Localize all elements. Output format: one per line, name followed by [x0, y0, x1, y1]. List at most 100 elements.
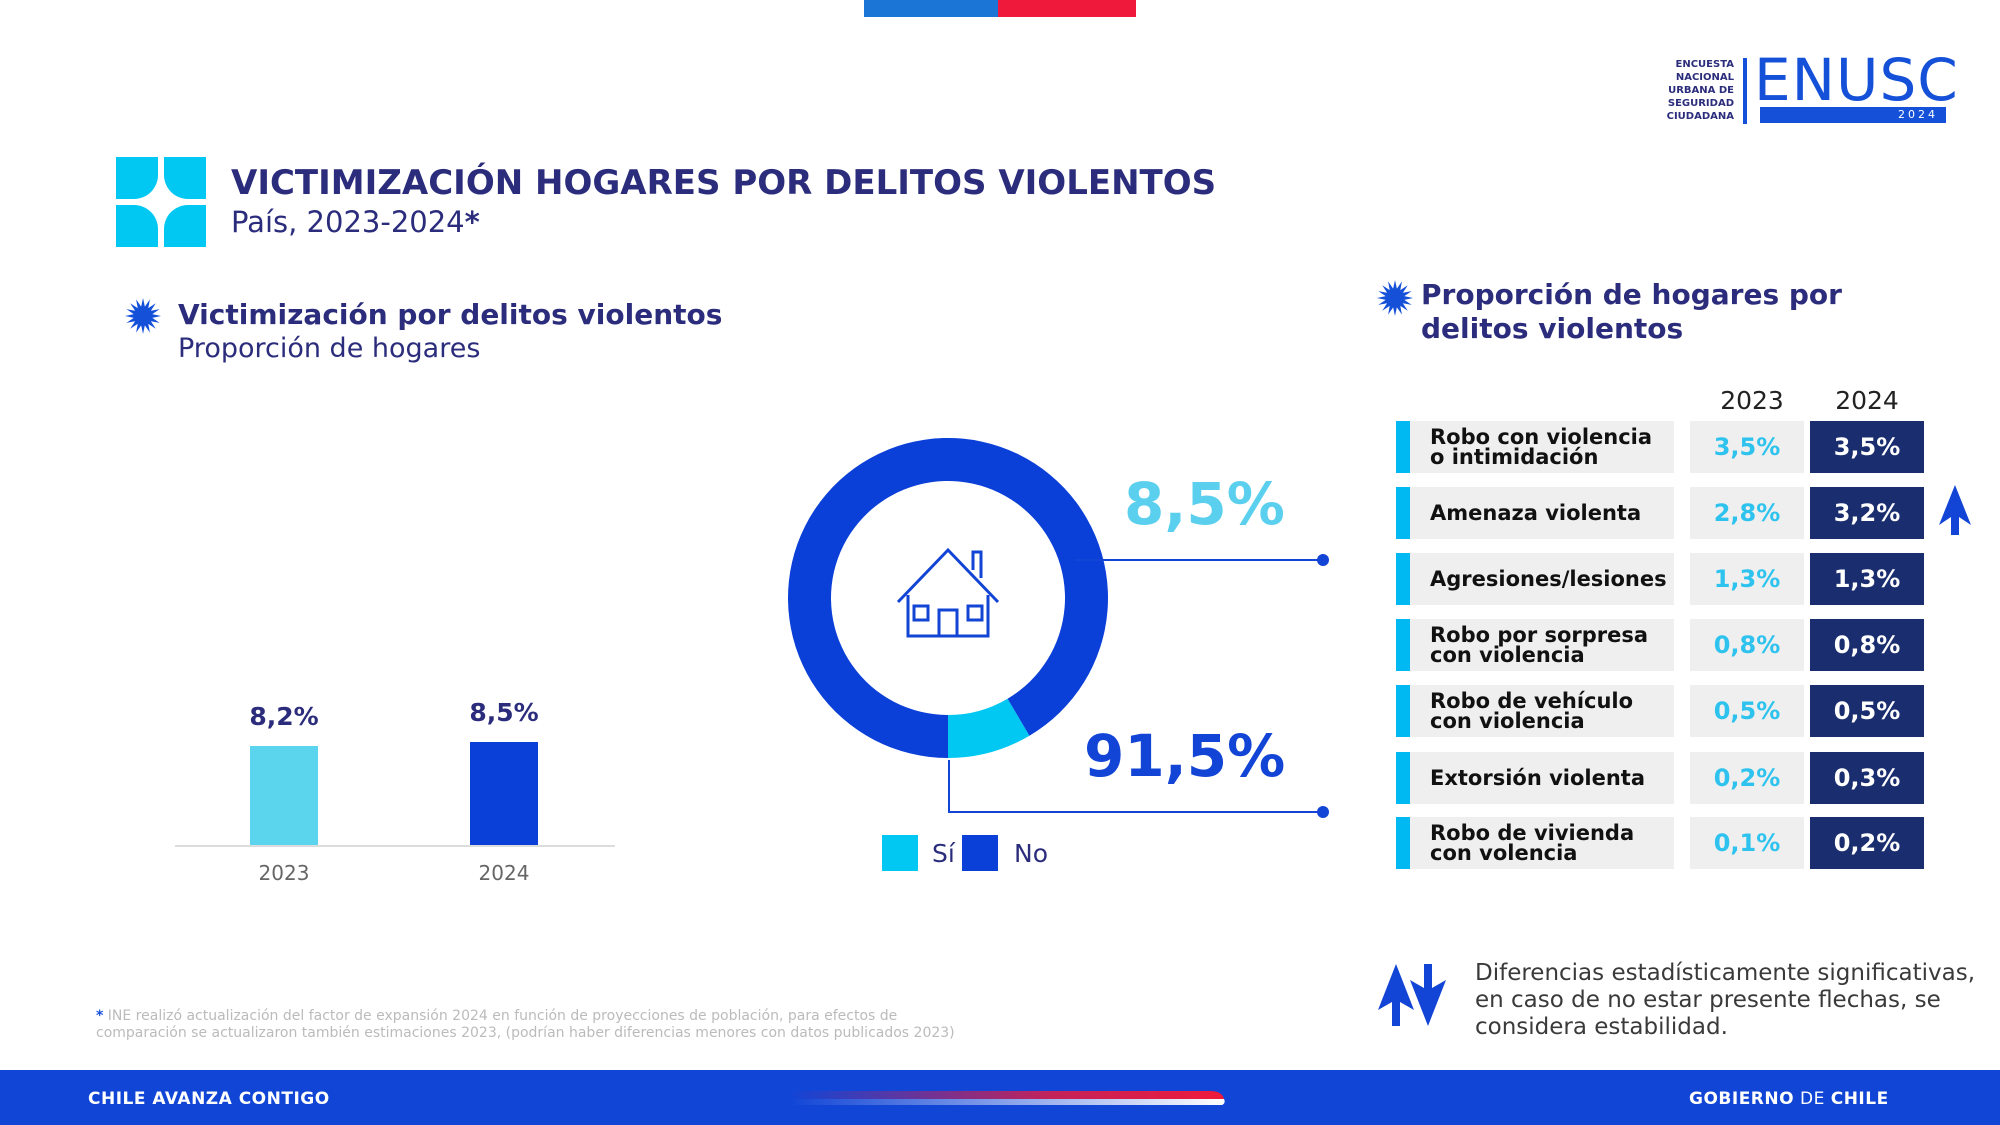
row-label-line: con volencia — [1430, 841, 1578, 865]
subtitle-text: País, 2023-2024 — [231, 205, 465, 239]
table-cell-2023: 0,2% — [1690, 752, 1804, 804]
table-cell-2024: 0,2% — [1810, 817, 1924, 869]
row-label-line: Robo de vehículo — [1430, 689, 1634, 713]
top-bar-blue — [864, 0, 998, 17]
table-row-label: Amenaza violenta — [1410, 487, 1674, 539]
table-row-label: Robo con violencia o intimidación — [1410, 421, 1674, 473]
row-label-line: o intimidación — [1430, 445, 1599, 469]
bar-2024 — [470, 742, 538, 845]
table-cell-2024: 3,2% — [1810, 487, 1924, 539]
footer-text: GOBIERNO — [1689, 1089, 1795, 1109]
bar-data-label: 8,5% — [469, 698, 539, 727]
bar-category-label: 2023 — [258, 861, 310, 885]
footer-gobierno: GOBIERNO DE CHILE — [1689, 1089, 1889, 1109]
row-accent — [1396, 553, 1410, 605]
table-cell-2024: 0,8% — [1810, 619, 1924, 671]
bar-2023 — [250, 745, 318, 845]
significance-arrows-icon — [1378, 964, 1446, 1026]
logo-year: 2024 — [1760, 107, 1946, 123]
table-row-label: Extorsión violenta — [1410, 752, 1674, 804]
logo-line: URBANA DE — [1668, 85, 1734, 96]
bar-category-label: 2024 — [478, 861, 530, 885]
table-row-label: Robo por sorpresa con violencia — [1410, 619, 1674, 671]
footer-text: DE — [1794, 1089, 1831, 1109]
row-accent — [1396, 685, 1410, 737]
logo-caption: ENCUESTA NACIONAL URBANA DE SEGURIDAD CI… — [1650, 58, 1734, 123]
row-label-line: Amenaza violenta — [1430, 501, 1642, 525]
starburst-icon — [1376, 279, 1414, 317]
legend-swatch-no — [962, 835, 998, 871]
table-cell-2023: 0,5% — [1690, 685, 1804, 737]
subtitle-asterisk: * — [464, 205, 480, 239]
table-cell-2024: 3,5% — [1810, 421, 1924, 473]
page-subtitle: País, 2023-2024* — [231, 205, 480, 239]
clover-icon — [116, 157, 206, 247]
row-label-line: con violencia — [1430, 709, 1585, 733]
footer-slogan: CHILE AVANZA CONTIGO — [88, 1089, 330, 1109]
table-cell-2024: 0,5% — [1810, 685, 1924, 737]
bar-data-label: 8,2% — [249, 702, 319, 731]
table-row-label: Robo de vehículo con violencia — [1410, 685, 1674, 737]
row-label-line: Robo con violencia — [1430, 425, 1653, 449]
logo-divider — [1743, 58, 1747, 124]
footer-text: CHILE — [88, 1089, 153, 1109]
row-accent — [1396, 752, 1410, 804]
section-title-proporcion-line2: delitos violentos — [1421, 312, 1684, 345]
table-header-2023: 2023 — [1720, 386, 1784, 415]
logo-line: SEGURIDAD — [1667, 98, 1734, 109]
footnote-line: comparación se actualizaron también esti… — [96, 1025, 955, 1041]
table-row-label: Robo de vivienda con volencia — [1410, 817, 1674, 869]
donut-slice-no — [788, 438, 1108, 758]
table-row-label: Agresiones/lesiones — [1410, 553, 1674, 605]
logo-enusc: ENUSC — [1754, 46, 1959, 114]
note-line: considera estabilidad. — [1475, 1014, 1728, 1040]
table-header-2024: 2024 — [1835, 386, 1899, 415]
table-cell-2023: 0,8% — [1690, 619, 1804, 671]
donut-slice-si — [948, 698, 1030, 758]
footnote: * INE realizó actualización del factor d… — [96, 1008, 996, 1042]
row-label-line: Extorsión violenta — [1430, 766, 1646, 790]
table-cell-2023: 1,3% — [1690, 553, 1804, 605]
row-accent — [1396, 421, 1410, 473]
section-title-victimizacion: Victimización por delitos violentos — [178, 298, 723, 331]
note-line: Diferencias estadísticamente significati… — [1475, 960, 1976, 986]
starburst-icon — [124, 297, 162, 335]
footnote-line: INE realizó actualización del factor de … — [103, 1008, 898, 1024]
row-accent — [1396, 817, 1410, 869]
logo-line: NACIONAL — [1675, 72, 1734, 83]
legend-swatch-si — [882, 835, 918, 871]
table-cell-2024: 0,3% — [1810, 752, 1924, 804]
arrow-up-icon — [1939, 485, 1971, 535]
donut-chart — [788, 438, 1329, 818]
footer-text: CONTIGO — [232, 1089, 330, 1109]
row-accent — [1396, 487, 1410, 539]
row-label-line: Agresiones/lesiones — [1430, 567, 1667, 591]
row-label-line: con violencia — [1430, 643, 1585, 667]
section-subtitle-proporcion: Proporción de hogares — [178, 333, 481, 364]
row-label-line: Robo de vivienda — [1430, 821, 1635, 845]
footer-text: AVANZA — [152, 1089, 233, 1109]
top-bar-red — [998, 0, 1136, 17]
table-cell-2023: 3,5% — [1690, 421, 1804, 473]
table-cell-2023: 2,8% — [1690, 487, 1804, 539]
row-accent — [1396, 619, 1410, 671]
house-icon — [896, 547, 1000, 638]
leader-dot-no — [1317, 806, 1329, 818]
footer-text: CHILE — [1830, 1089, 1889, 1109]
leader-line-no — [948, 760, 1323, 813]
logo-line: CIUDADANA — [1666, 111, 1734, 122]
section-title-proporcion-line1: Proporción de hogares por — [1421, 278, 1842, 311]
leader-dot-si — [1317, 554, 1329, 566]
bar-axis-line — [175, 845, 615, 847]
table-cell-2023: 0,1% — [1690, 817, 1804, 869]
footer-flag-stripe — [790, 1091, 1225, 1105]
significance-note: Diferencias estadísticamente significati… — [1475, 960, 1985, 1041]
legend-label-no: No — [1014, 839, 1048, 868]
row-label-line: Robo por sorpresa — [1430, 623, 1649, 647]
table-cell-2024: 1,3% — [1810, 553, 1924, 605]
page-title: VICTIMIZACIÓN HOGARES POR DELITOS VIOLEN… — [231, 163, 1217, 203]
legend-label-si: Sí — [932, 839, 955, 868]
logo-line: ENCUESTA — [1675, 59, 1734, 70]
donut-label-si: 8,5% — [1124, 470, 1285, 538]
donut-label-no: 91,5% — [1084, 722, 1286, 790]
